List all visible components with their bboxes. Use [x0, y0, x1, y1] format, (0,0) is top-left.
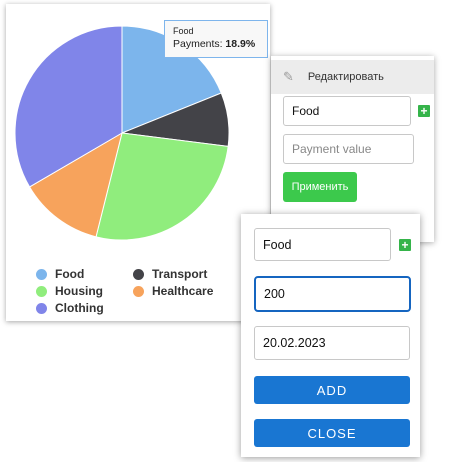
payment-value-input[interactable]: Payment value [283, 134, 414, 164]
date-input[interactable]: 20.02.2023 [254, 326, 410, 360]
legend-dot-clothing [36, 302, 47, 314]
legend-item-food[interactable]: Food [36, 267, 84, 281]
pie-slice-housing[interactable] [95, 132, 229, 241]
tooltip-value: 18.9% [225, 38, 256, 50]
plus-icon[interactable]: + [418, 105, 430, 117]
tooltip-category: Food [173, 26, 194, 36]
legend-label-housing: Housing [55, 284, 103, 298]
legend-label-food: Food [55, 267, 85, 281]
edit-menu-item[interactable]: ✎ Редактировать [271, 60, 434, 94]
add-category-plus-icon[interactable]: + [399, 239, 411, 251]
close-button[interactable]: CLOSE [254, 419, 410, 447]
legend-label-transport: Transport [152, 267, 208, 281]
legend-dot-healthcare [133, 285, 144, 297]
pencil-icon: ✎ [283, 69, 294, 84]
edit-category-field[interactable]: Food [283, 96, 411, 126]
legend-dot-transport [133, 268, 144, 280]
edit-menu-label: Редактировать [307, 71, 384, 83]
edit-popup: ✎ Редактировать Food + Payment value При… [271, 56, 434, 242]
chart-tooltip: Food Payments: 18.9% [164, 20, 268, 58]
legend-label-healthcare: Healthcare [152, 284, 214, 298]
legend-dot-housing [36, 285, 47, 297]
legend-item-clothing[interactable]: Clothing [36, 301, 104, 315]
legend-label-clothing: Clothing [55, 301, 104, 315]
legend-item-housing[interactable]: Housing [36, 284, 103, 298]
category-select[interactable]: Food [254, 228, 391, 261]
amount-input[interactable]: 200 [254, 276, 411, 312]
legend-item-transport[interactable]: Transport [133, 267, 207, 281]
add-payment-popup: Food + 200 20.02.2023 ADD CLOSE [241, 214, 420, 457]
add-button[interactable]: ADD [254, 376, 410, 404]
legend-dot-food [36, 268, 47, 280]
chart-panel: Food Payments: 18.9% Food Transport Hous… [6, 4, 270, 321]
apply-button[interactable]: Применить [283, 172, 357, 202]
tooltip-label: Payments: [173, 38, 223, 50]
pie-chart[interactable] [6, 4, 270, 254]
pie-slice-clothing[interactable] [14, 25, 123, 188]
pie-slice-healthcare[interactable] [28, 131, 123, 238]
legend-item-healthcare[interactable]: Healthcare [133, 284, 213, 298]
